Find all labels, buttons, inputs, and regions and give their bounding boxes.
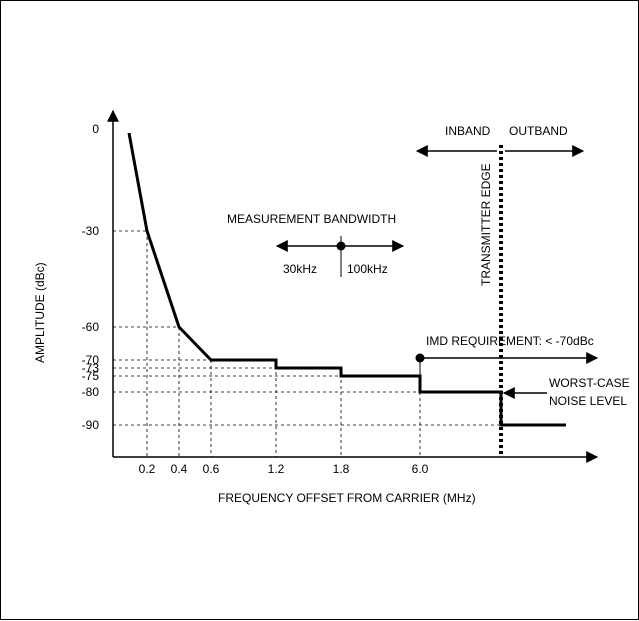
y-tick-label: -60 [82, 320, 100, 334]
bw-left-label: 30kHz [283, 262, 317, 276]
x-tick-label: 6.0 [412, 462, 429, 476]
y-tick-label: -30 [82, 224, 100, 238]
imd-requirement-label: IMD REQUIREMENT: < -70dBc [426, 334, 594, 348]
transmitter-edge-label: TRANSMITTER EDGE [479, 163, 493, 286]
x-tick-label: 1.8 [333, 462, 350, 476]
measurement-bandwidth-label: MEASUREMENT BANDWIDTH [227, 212, 396, 226]
x-tick-label: 0.2 [139, 462, 156, 476]
y-tick-labels: 0 -30 -60 -70-73-75 -80 -90 [82, 122, 100, 432]
bw-right-label: 100kHz [347, 262, 388, 276]
y-tick-label: -90 [82, 418, 100, 432]
x-tick-labels: 0.2 0.4 0.6 1.2 1.8 6.0 [139, 462, 429, 476]
bw-center-dot [336, 241, 346, 251]
x-axis-title: FREQUENCY OFFSET FROM CARRIER (MHz) [218, 491, 476, 505]
y-tick-label: -70 [82, 353, 100, 367]
outband-label: OUTBAND [509, 124, 568, 138]
x-tick-label: 0.4 [171, 462, 188, 476]
y-tick-label: -75 [82, 369, 100, 383]
imd-dot [415, 353, 425, 363]
x-tick-label: 0.6 [203, 462, 220, 476]
worst-case-label-1: WORST-CASE [549, 376, 630, 390]
worst-case-label-2: NOISE LEVEL [549, 394, 627, 408]
dashed-guides [113, 230, 501, 457]
x-tick-label: 1.2 [268, 462, 285, 476]
y-tick-label: -80 [82, 385, 100, 399]
inband-label: INBAND [445, 124, 491, 138]
y-tick-label: -73 [82, 361, 100, 375]
y-tick-label: 0 [92, 122, 99, 136]
y-axis-title: AMPLITUDE (dBc) [33, 262, 47, 363]
